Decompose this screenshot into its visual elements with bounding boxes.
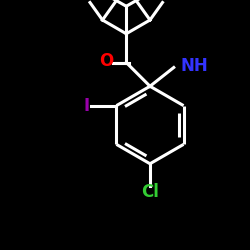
- Text: O: O: [99, 52, 114, 70]
- Text: NH: NH: [180, 57, 208, 75]
- Text: Cl: Cl: [141, 183, 159, 201]
- Text: I: I: [84, 96, 90, 114]
